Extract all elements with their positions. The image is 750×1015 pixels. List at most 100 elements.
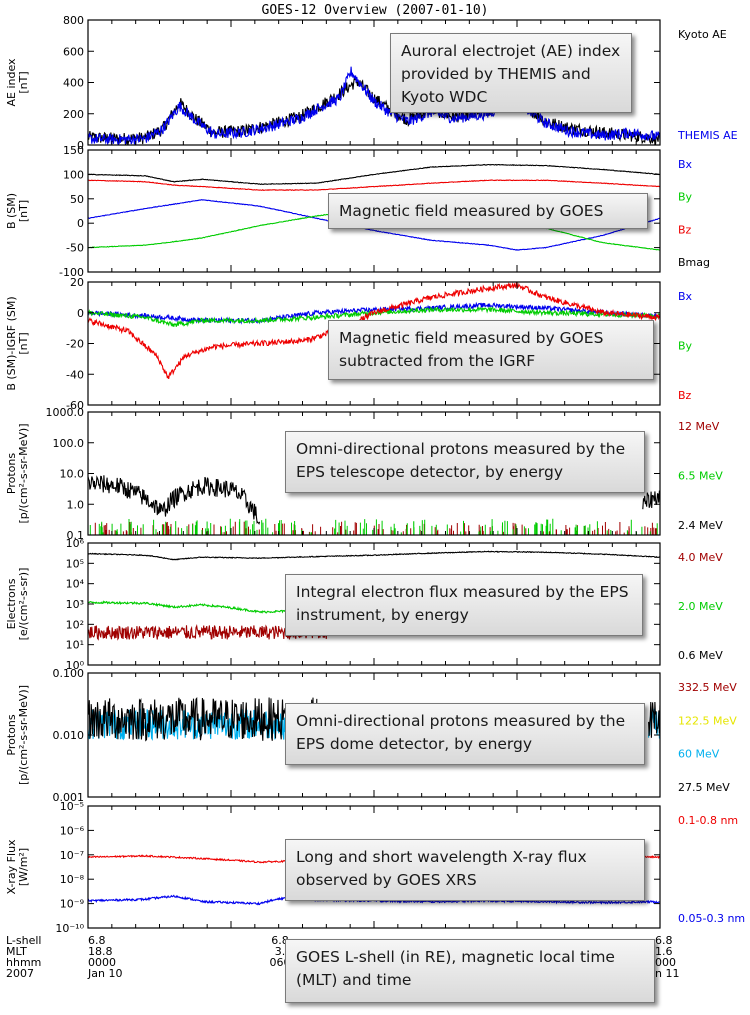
proton-telescope-callout: Omni-directional protons measured by the… (285, 431, 645, 493)
series-line (88, 179, 660, 191)
legend-label: 60 MeV (678, 748, 720, 761)
legend-label: 4.0 MeV (678, 551, 723, 564)
y-axis-label: [W/m²] (17, 848, 30, 886)
y-axis-label: [nT] (17, 200, 30, 222)
footer-value: 6.8 (88, 934, 106, 947)
y-tick-label: -50 (66, 242, 84, 255)
legend-label: Bz (678, 389, 692, 402)
y-tick-label: 0.100 (53, 667, 85, 680)
ae-callout: Auroral electrojet (AE) index provided b… (390, 33, 632, 113)
panel-p_telescope: 0.1 1.0 10.0 100.0 1000.0 Protons [p/(cm²-s-sr… (5, 406, 723, 542)
legend-label: 27.5 MeV (678, 781, 730, 794)
footer-value: 0000 (88, 956, 116, 969)
footer-value: 18.8 (88, 945, 113, 958)
footer-value: n 11 (655, 967, 679, 980)
legend-label: Kyoto AE (678, 28, 727, 41)
footer-value: 6.8 (655, 934, 673, 947)
y-tick-label: 10⁻⁸ (60, 873, 85, 886)
legend-label: Bx (678, 158, 693, 171)
y-tick-label: 1000.0 (46, 406, 85, 419)
footer-value: 3. (275, 945, 286, 958)
series-line (648, 701, 660, 738)
y-tick-label: 200 (63, 108, 84, 121)
y-tick-label: 100.0 (53, 437, 85, 450)
y-tick-label: 10³ (66, 598, 84, 611)
y-tick-label: 800 (63, 14, 84, 27)
y-tick-label: 10⁻¹⁰ (55, 922, 84, 935)
y-tick-label: 400 (63, 77, 84, 90)
series-line (88, 282, 660, 380)
y-axis-label: Protons (5, 714, 18, 755)
series-group (88, 66, 660, 145)
footer-value: 000 (655, 956, 676, 969)
legend-label: Bz (678, 223, 692, 236)
y-tick-label: -40 (66, 368, 84, 381)
y-tick-label: 10⁻⁵ (60, 800, 84, 813)
legend-label: 2.4 MeV (678, 519, 723, 532)
electron-callout: Integral electron flux measured by the E… (285, 574, 643, 636)
xray-callout: Long and short wavelength X-ray flux obs… (285, 839, 645, 901)
footer-row-label: L-shell (6, 934, 42, 947)
series-line (88, 199, 660, 251)
footer-value: 1.6 (655, 945, 673, 958)
legend-label: 2.0 MeV (678, 600, 723, 613)
y-axis-label: [nT] (17, 71, 30, 93)
y-tick-label: 0 (77, 139, 84, 152)
series-line (88, 550, 660, 561)
footer-row-label: MLT (6, 945, 27, 958)
footer-value: 6.8 (271, 934, 289, 947)
legend-label: 122.5 MeV (678, 714, 737, 727)
y-tick-label: 600 (63, 45, 84, 58)
y-tick-label: 100 (63, 168, 84, 181)
y-axis-label: Electrons (5, 578, 18, 629)
legend-label: 332.5 MeV (678, 681, 737, 694)
y-tick-label: 10⁶ (66, 537, 85, 550)
panel-bsm: -100 -50 0 50 100 150 B (SM) [nT] Bx By Bz Bmag (5, 144, 710, 279)
panel-ae: 0 200 400 600 800 AE index [nT] Kyoto AE THEMIS … (5, 14, 738, 152)
y-tick-label: 10.0 (60, 468, 85, 481)
y-tick-label: -20 (66, 338, 84, 351)
legend-label: THEMIS AE (677, 129, 738, 142)
y-axis-label: Protons (5, 453, 18, 494)
y-tick-label: 10¹ (66, 639, 84, 652)
bigrf-callout: Magnetic field measured by GOES subtract… (328, 320, 654, 380)
legend-label: 12 MeV (678, 420, 720, 433)
y-tick-label: 0.010 (53, 729, 85, 742)
figure-title: GOES-12 Overview (2007-01-10) (262, 3, 489, 18)
series-line (642, 490, 660, 510)
y-axis-label: B (SM) (5, 193, 18, 229)
footer-row-label: hhmm (6, 956, 41, 969)
series-group (88, 163, 660, 251)
legend-label: Bmag (678, 256, 710, 269)
footer-row-label: 2007 (6, 967, 34, 980)
legend-label: By (678, 340, 693, 353)
series-line (88, 696, 318, 742)
series-line (88, 76, 660, 145)
panel-bigrf: -60 -40 -20 0 20 B (SM)-IGRF (SM) [nT] Bx By Bz (5, 276, 693, 412)
y-axis-label: AE index (5, 58, 18, 107)
y-tick-label: 0 (77, 307, 84, 320)
series-group (88, 696, 660, 742)
y-tick-label: 0.1 (67, 529, 85, 542)
y-tick-label: 10⁵ (66, 557, 84, 570)
y-tick-label: 0 (77, 217, 84, 230)
series-group (88, 475, 660, 535)
bfield-callout: Magnetic field measured by GOES (328, 193, 648, 229)
series-line (88, 475, 261, 525)
legend-label: 0.6 MeV (678, 649, 723, 662)
legend-label: Bx (678, 290, 693, 303)
y-axis-label: B (SM)-IGRF (SM) (5, 296, 18, 390)
panel-p_dome: 0.001 0.010 0.100 Protons [p/(cm²-s-sr-MeV)]… (5, 667, 737, 804)
y-tick-label: 10⁻⁶ (60, 824, 85, 837)
y-axis-label: [p/(cm²-s-sr-MeV)] (17, 424, 30, 524)
y-axis-label: [p/(cm²-s-sr-MeV)] (17, 685, 30, 785)
y-tick-label: 10⁴ (66, 578, 85, 591)
legend-label: 0.1-0.8 nm (678, 814, 738, 827)
y-tick-label: 10⁻⁷ (60, 849, 84, 862)
y-tick-label: 10⁻⁹ (60, 898, 84, 911)
y-axis-label: [nT] (17, 332, 30, 354)
y-tick-label: 50 (70, 193, 84, 206)
y-axis-label: X-ray Flux (5, 839, 18, 895)
y-tick-label: -60 (66, 399, 84, 412)
